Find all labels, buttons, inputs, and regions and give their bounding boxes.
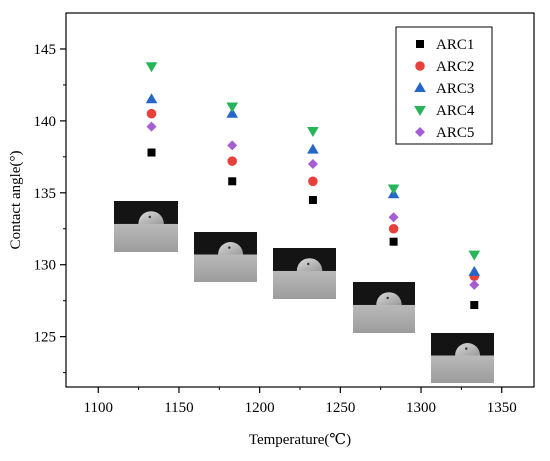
data-point: [147, 148, 156, 157]
droplet-photo-drop: [376, 292, 402, 305]
legend-label: ARC1: [436, 37, 474, 53]
y-axis-title: Contact angle(°): [8, 151, 24, 250]
y-tick-label: 125: [34, 330, 57, 346]
droplet-photo-substrate: [273, 270, 336, 299]
data-point: [388, 212, 399, 223]
series-arc3: [145, 93, 481, 276]
droplet-photo-highlight: [465, 347, 468, 350]
droplet-photo-drop: [138, 211, 164, 224]
droplet-photo-drop: [455, 342, 481, 356]
droplet-photo-highlight: [228, 246, 231, 249]
data-point: [468, 250, 481, 261]
x-axis: 1100 1150 1200 1250 1300 1350: [84, 387, 517, 416]
legend-label: ARC4: [436, 103, 475, 119]
x-tick-label: 1250: [325, 400, 355, 416]
droplet-photo-drop: [218, 241, 244, 255]
legend-box: [395, 26, 493, 145]
droplet-photo-substrate: [353, 304, 415, 333]
droplet-photo-drop: [296, 258, 323, 271]
data-point: [228, 177, 237, 186]
series-arc5: [146, 121, 480, 290]
legend-marker: [414, 106, 426, 116]
series-arc1: [147, 148, 479, 310]
data-points: [145, 62, 481, 310]
x-axis-title: Temperature(℃): [249, 432, 351, 448]
y-tick-label: 145: [34, 42, 57, 58]
series-arc2: [146, 108, 480, 282]
data-point: [146, 108, 157, 119]
data-point: [145, 62, 158, 73]
series-arc4: [145, 62, 481, 261]
data-point: [226, 107, 239, 118]
x-tick-label: 1300: [406, 400, 436, 416]
data-point: [308, 196, 317, 204]
y-tick-label: 135: [34, 186, 57, 202]
data-point: [388, 223, 399, 234]
droplet-photo-highlight: [386, 296, 389, 300]
data-point: [308, 176, 318, 187]
x-tick-label: 1100: [84, 400, 113, 416]
data-point: [227, 156, 238, 166]
droplet-photo: [194, 232, 257, 282]
legend-marker: [414, 82, 426, 92]
droplet-photo-substrate: [194, 254, 257, 282]
legend-marker: [415, 61, 425, 71]
legend: ARC1 ARC2 ARC3 ARC4 ARC5: [395, 26, 493, 145]
data-point: [307, 159, 318, 170]
legend-label: ARC3: [436, 81, 474, 97]
data-point: [227, 140, 238, 151]
data-point: [307, 126, 319, 137]
data-point: [307, 143, 319, 154]
droplet-photo-substrate: [114, 223, 178, 252]
data-point: [470, 301, 479, 310]
y-tick-label: 140: [34, 114, 57, 130]
x-tick-label: 1150: [164, 400, 193, 416]
data-point: [468, 265, 481, 276]
legend-label: ARC5: [436, 125, 474, 141]
droplet-photo-highlight: [148, 215, 152, 219]
data-point: [469, 279, 480, 290]
legend-marker: [415, 127, 425, 137]
legend-marker: [416, 40, 424, 48]
y-axis: 125 130 135 140 145: [34, 42, 66, 374]
droplet-photo: [353, 282, 415, 333]
data-point: [387, 184, 400, 195]
data-point: [389, 237, 398, 246]
droplet-photo: [273, 248, 336, 299]
droplet-photo: [114, 201, 178, 252]
droplet-photo: [431, 333, 494, 383]
droplet-photo-substrate: [431, 355, 494, 383]
y-tick-label: 130: [34, 258, 57, 274]
droplet-photo-highlight: [307, 262, 310, 266]
legend-label: ARC2: [436, 59, 474, 75]
data-point: [146, 121, 157, 132]
x-tick-label: 1350: [487, 400, 517, 416]
data-point: [226, 102, 239, 113]
x-tick-label: 1200: [245, 400, 275, 416]
data-point: [145, 93, 158, 104]
droplet-photo-insets: [114, 201, 494, 383]
